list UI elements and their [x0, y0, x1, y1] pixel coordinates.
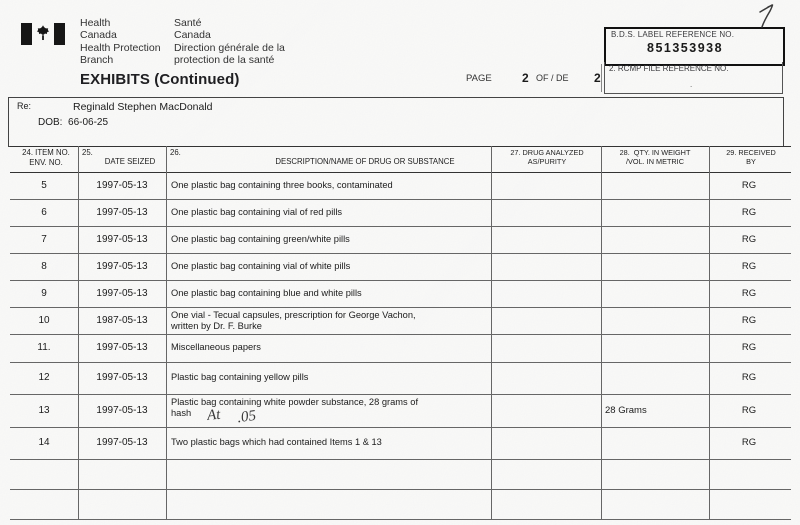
svg-text:At: At: [207, 407, 222, 423]
svg-text:.05: .05: [236, 408, 257, 423]
